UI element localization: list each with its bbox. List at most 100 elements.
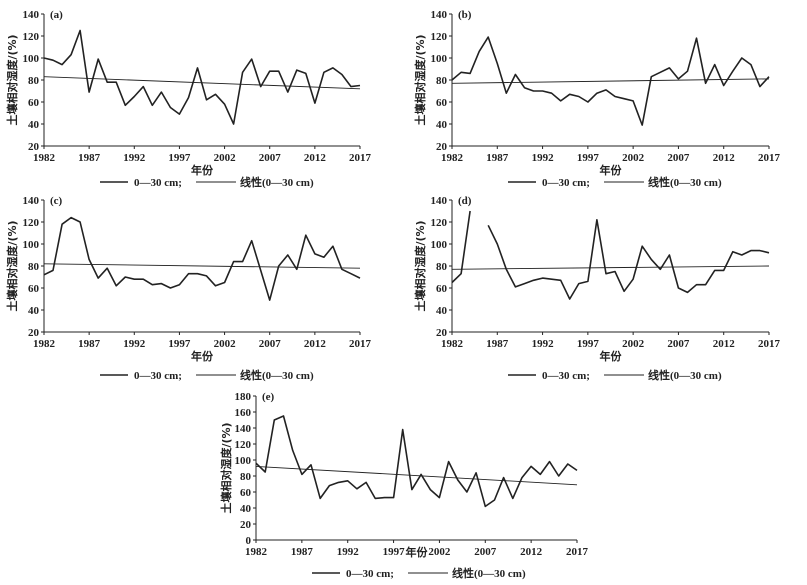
panel-label: (d) (458, 195, 472, 207)
x-tick-label: 1992 (123, 152, 146, 164)
legend-label-trend: 线性(0—30 cm) (648, 368, 722, 382)
data-series-line (487, 219, 770, 300)
x-tick-label: 2017 (349, 338, 372, 350)
panel-label: (c) (50, 195, 63, 207)
y-tick-label: 40 (436, 305, 448, 317)
x-tick-label: 2002 (214, 338, 237, 350)
y-tick-label: 140 (235, 423, 252, 435)
y-tick-label: 60 (28, 283, 40, 295)
x-tick-label: 1992 (123, 338, 146, 350)
y-tick-label: 160 (235, 407, 252, 419)
x-tick-label: 1987 (486, 338, 509, 350)
y-tick-label: 100 (431, 239, 448, 251)
y-tick-label: 80 (436, 75, 448, 87)
x-tick-label: 1992 (532, 338, 555, 350)
chart-panel-d: 20 40 60 80 100 120 140 1982 1987 1992 1997 2002 200… (413, 195, 781, 382)
y-tick-label: 0 (246, 535, 252, 547)
y-tick-label: 20 (240, 519, 252, 531)
legend-label-series: 0—30 cm; (542, 177, 590, 189)
y-tick-label: 40 (240, 503, 252, 515)
x-tick-label: 2012 (520, 546, 543, 558)
x-tick-label: 2012 (304, 338, 327, 350)
y-tick-label: 120 (431, 217, 448, 229)
y-axis-label: 土壤相对湿度/(%) (219, 422, 233, 513)
y-axis-label: 土壤相对湿度/(%) (413, 34, 427, 125)
x-tick-label: 1997 (168, 338, 191, 350)
x-tick-label: 2007 (667, 152, 690, 164)
data-series-line (255, 415, 578, 508)
legend-label-series: 0—30 cm; (346, 568, 394, 580)
x-tick-label: 2012 (304, 152, 327, 164)
trend-line (255, 465, 578, 486)
y-tick-label: 120 (235, 439, 252, 451)
x-tick-label: 1982 (441, 152, 464, 164)
legend-label-trend: 线性(0—30 cm) (240, 175, 314, 189)
legend-label-series: 0—30 cm; (542, 370, 590, 382)
data-series-line (451, 36, 770, 126)
x-tick-label: 1997 (577, 152, 600, 164)
legend-label-series: 0—30 cm; (134, 370, 182, 382)
y-tick-label: 80 (436, 261, 448, 273)
x-tick-label: 1982 (33, 152, 56, 164)
legend-label-trend: 线性(0—30 cm) (648, 175, 722, 189)
data-series-line (43, 216, 361, 301)
y-tick-label: 100 (23, 53, 40, 65)
y-tick-label: 100 (235, 455, 252, 467)
x-tick-label: 1992 (337, 546, 360, 558)
data-series-line (451, 210, 471, 284)
x-axis-label: 年份 (600, 163, 623, 177)
x-tick-label: 1987 (486, 152, 509, 164)
x-tick-label: 2012 (713, 152, 736, 164)
x-tick-label: 2007 (259, 152, 282, 164)
x-tick-label: 1997 (577, 338, 600, 350)
y-tick-label: 140 (23, 195, 40, 207)
legend-label-trend: 线性(0—30 cm) (240, 368, 314, 382)
trend-line (451, 265, 770, 270)
panel-label: (b) (458, 9, 472, 21)
y-tick-label: 20 (436, 327, 448, 339)
x-tick-label: 1982 (441, 338, 464, 350)
x-tick-label: 2007 (667, 338, 690, 350)
trend-line (43, 76, 361, 90)
y-tick-label: 60 (436, 97, 448, 109)
x-axis-label: 年份 (191, 163, 214, 177)
y-tick-label: 140 (431, 9, 448, 21)
y-tick-label: 120 (431, 31, 448, 43)
x-tick-label: 1987 (78, 152, 101, 164)
y-tick-label: 60 (28, 97, 40, 109)
y-tick-label: 40 (28, 119, 40, 131)
x-tick-label: 2017 (566, 546, 589, 558)
x-tick-label: 2012 (713, 338, 736, 350)
y-axis-label: 土壤相对湿度/(%) (5, 220, 19, 311)
x-axis-label: 年份 (191, 349, 214, 363)
x-tick-label: 2017 (758, 338, 781, 350)
y-tick-label: 120 (23, 31, 40, 43)
y-tick-label: 140 (23, 9, 40, 21)
x-tick-label: 1987 (291, 546, 314, 558)
chart-panel-a: 20 40 60 80 100 120 140 1982 1987 1992 1997 2002 200… (5, 9, 372, 189)
panel-label: (a) (50, 9, 63, 21)
x-tick-label: 2002 (622, 338, 645, 350)
x-tick-label: 1997 (168, 152, 191, 164)
y-tick-label: 100 (23, 239, 40, 251)
data-series-line (43, 29, 361, 125)
y-axis-label: 土壤相对湿度/(%) (413, 220, 427, 311)
x-tick-label: 2017 (758, 152, 781, 164)
x-tick-label: 2017 (349, 152, 372, 164)
x-tick-label: 2002 (428, 546, 451, 558)
y-tick-label: 180 (235, 391, 252, 403)
x-axis-label: 年份 (406, 545, 429, 559)
x-tick-label: 2007 (259, 338, 282, 350)
y-tick-label: 80 (28, 261, 40, 273)
y-tick-label: 40 (28, 305, 40, 317)
y-tick-label: 80 (240, 471, 252, 483)
x-tick-label: 1982 (33, 338, 56, 350)
x-tick-label: 1997 (383, 546, 406, 558)
x-axis-label: 年份 (600, 349, 623, 363)
panel-label: (e) (262, 391, 275, 403)
chart-panel-e: 0 20 40 60 80 100 120 140 160 180 1982 1987 1992 1997… (219, 391, 589, 580)
y-tick-label: 80 (28, 75, 40, 87)
trend-line (451, 78, 770, 84)
